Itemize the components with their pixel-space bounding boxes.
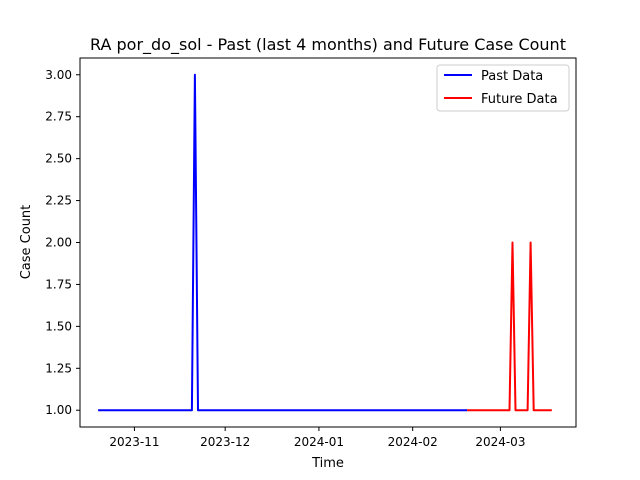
- legend-box: [436, 64, 570, 112]
- x-tick-label: 2024-03: [475, 435, 525, 449]
- x-axis-label: Time: [311, 456, 344, 471]
- y-tick-label: 1.75: [45, 277, 72, 291]
- axis-ticks: 2023-11 2023-12 2024-01 2024-02 2024-03 1.00 1…: [45, 68, 525, 449]
- legend-label-past-data: Past Data: [481, 69, 543, 84]
- series-line-future-data: [467, 241, 552, 412]
- series-layer: [98, 73, 552, 412]
- y-tick-label: 2.50: [45, 152, 72, 166]
- plot-frame: [79, 57, 577, 428]
- legend-label-future-data: Future Data: [481, 92, 558, 107]
- y-tick-label: 1.25: [45, 361, 72, 375]
- x-tick-label: 2023-11: [109, 435, 159, 449]
- y-axis-label: Case Count: [19, 205, 34, 280]
- x-tick-label: 2024-01: [294, 435, 344, 449]
- y-tick-label: 2.25: [45, 194, 72, 208]
- y-tick-label: 1.50: [45, 319, 72, 333]
- y-tick-label: 3.00: [45, 68, 72, 82]
- y-tick-label: 2.00: [45, 236, 72, 250]
- y-tick-label: 1.00: [45, 403, 72, 417]
- x-tick-label: 2023-12: [200, 435, 250, 449]
- x-tick-label: 2024-02: [388, 435, 438, 449]
- legend: Past Data Future Data: [436, 64, 570, 112]
- y-tick-label: 2.75: [45, 110, 72, 124]
- chart-title: RA por_do_sol - Past (last 4 months) and…: [90, 35, 566, 55]
- series-line-past-data: [98, 73, 468, 412]
